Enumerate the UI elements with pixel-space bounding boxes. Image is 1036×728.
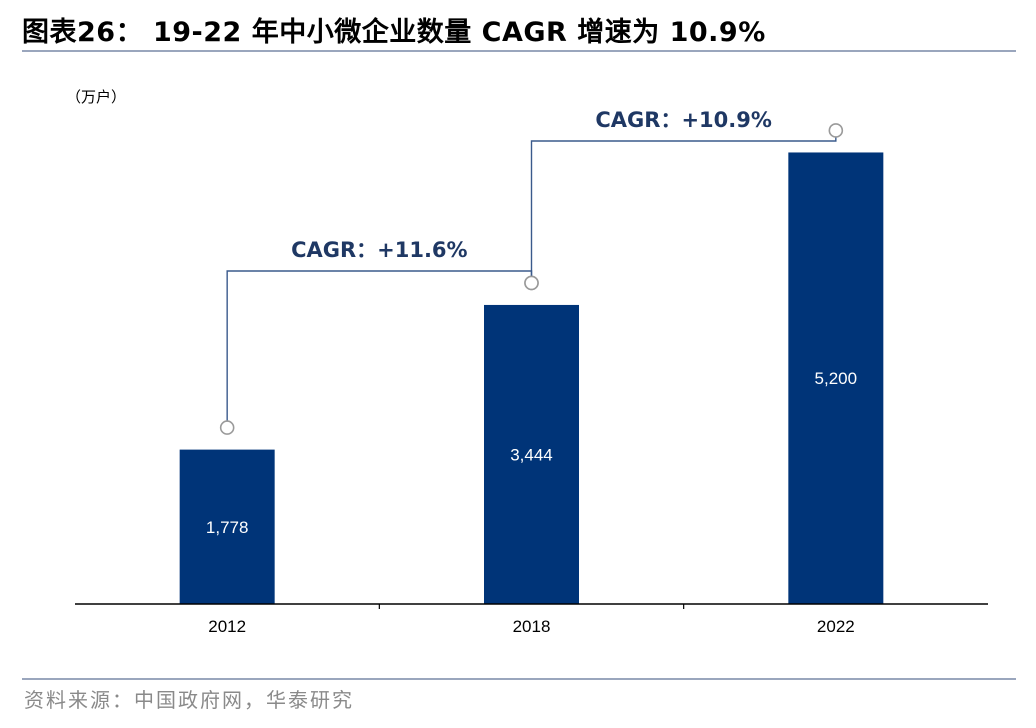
cagr-label: CAGR：+10.9% [595, 108, 772, 132]
x-tick-label-2022: 2022 [817, 617, 855, 636]
bars: 1,778 3,444 5,200 [179, 152, 884, 604]
bar-value-label-2012: 1,778 [206, 518, 249, 537]
cagr-label: CAGR：+11.6% [291, 238, 468, 262]
source-note: 资料来源：中国政府网，华泰研究 [24, 688, 354, 712]
cagr-marker-circle [219, 420, 235, 435]
bar-2012 [179, 449, 275, 604]
bar-value-label-2022: 5,200 [815, 369, 858, 388]
bar-2018 [484, 304, 579, 604]
bar-2022 [788, 152, 884, 604]
figure-title: 图表26： 19-22 年中小微企业数量 CAGR 增速为 10.9% [22, 17, 766, 48]
source-divider [22, 678, 1016, 680]
x-tick-label-2018: 2018 [513, 617, 551, 636]
cagr-marker-circle [524, 275, 539, 291]
x-axis: 2012 2018 2022 [75, 603, 988, 636]
bar-value-label-2018: 3,444 [510, 445, 553, 464]
cagr-marker-circle [828, 123, 844, 138]
x-tick-label-2012: 2012 [208, 617, 246, 636]
cagr-annotations: CAGR：+11.6% CAGR：+10.9% [219, 108, 844, 435]
unit-label: （万户） [66, 88, 126, 106]
title-divider [22, 50, 1016, 52]
